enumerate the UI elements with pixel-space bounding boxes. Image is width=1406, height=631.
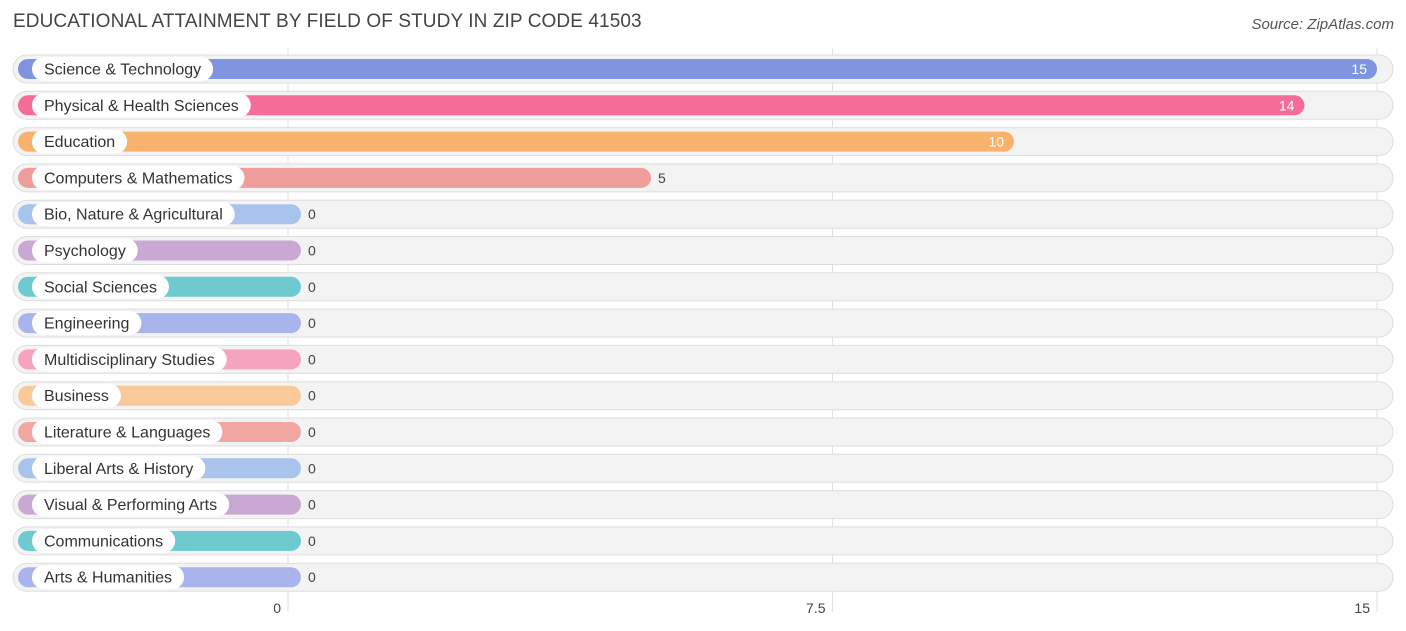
- bar-value-label: 0: [308, 424, 316, 440]
- bar-label: Liberal Arts & History: [44, 461, 193, 478]
- bar-label-bg: [32, 274, 169, 299]
- bar-row: Engineering 0: [12, 308, 1394, 338]
- bar-label: Literature & Languages: [44, 425, 210, 442]
- bar-label-bg: [32, 383, 121, 408]
- bar-value-label: 0: [308, 351, 316, 367]
- bar: [18, 95, 1305, 116]
- bar-label-bg: [32, 492, 230, 517]
- bar-value-label: 0: [308, 315, 316, 331]
- bar-label: Psychology: [44, 243, 126, 260]
- bar-label-bg: [32, 57, 214, 81]
- bar-value-label: 0: [308, 243, 316, 259]
- bar-value-label: 14: [1279, 97, 1295, 113]
- bar-track: [12, 308, 1394, 338]
- bar-label-bg: [32, 311, 142, 336]
- bar-label: Communications: [44, 533, 163, 550]
- bar-label-bg: [32, 129, 128, 154]
- bar-value-label: 0: [308, 533, 316, 549]
- bar-row: Business 0: [12, 381, 1394, 411]
- bar-value-label: 0: [308, 206, 316, 222]
- bar-label-bg: [32, 202, 235, 227]
- bar-row: Literature & Languages 0: [12, 417, 1394, 447]
- bar-track: [12, 490, 1394, 520]
- bar-label: Arts & Humanities: [44, 570, 172, 587]
- bar-value-label: 5: [658, 170, 666, 186]
- bar-row: Social Sciences 0: [12, 272, 1394, 302]
- bar-row: Visual & Performing Arts 0: [12, 490, 1394, 520]
- bar-label-bg: [32, 456, 206, 481]
- bar-label: Multidisciplinary Studies: [44, 352, 215, 369]
- bar-label-bg: [32, 93, 251, 118]
- bar-track: [12, 236, 1394, 265]
- bar-track: [12, 562, 1394, 592]
- bar-value-label: 0: [308, 497, 316, 513]
- bar-row: Education 10: [12, 127, 1394, 157]
- bar-label: Science & Technology: [44, 62, 201, 79]
- bar-value-label: 0: [308, 388, 316, 404]
- bar-label-bg: [32, 420, 223, 444]
- bar-row: Bio, Nature & Agricultural 0: [12, 199, 1394, 229]
- bar-label: Business: [44, 388, 109, 405]
- bar-value-label: 0: [308, 569, 316, 585]
- bar-label-bg: [32, 528, 176, 553]
- bar-track: [12, 417, 1394, 447]
- bar-value-label: 15: [1351, 61, 1367, 77]
- bar-row: Science & Technology 15: [12, 54, 1394, 84]
- x-tick-label: 0: [273, 600, 281, 616]
- bar-row: Liberal Arts & History 0: [12, 453, 1394, 483]
- chart-title: EDUCATIONAL ATTAINMENT BY FIELD OF STUDY…: [13, 11, 642, 32]
- bar: [18, 131, 1014, 152]
- bar-row: Arts & Humanities 0: [12, 562, 1394, 592]
- bar-label-bg: [32, 565, 185, 590]
- bar: [18, 59, 1377, 79]
- bar-row: Psychology 0: [12, 236, 1394, 265]
- bar-track: [12, 272, 1394, 302]
- x-tick-label: 15: [1354, 600, 1370, 616]
- bar-value-label: 10: [988, 134, 1004, 150]
- bar-label: Computers & Mathematics: [44, 170, 233, 187]
- bar-track: [12, 453, 1394, 483]
- x-tick-label: 7.5: [806, 600, 826, 616]
- bar-label-bg: [32, 165, 245, 190]
- bar-label: Education: [44, 134, 115, 151]
- bar-track: [12, 381, 1394, 411]
- chart-source: Source: ZipAtlas.com: [1251, 16, 1394, 33]
- bar-label: Visual & Performing Arts: [44, 497, 217, 514]
- bar-label: Engineering: [44, 316, 129, 333]
- bar-track: [12, 526, 1394, 556]
- x-axis: 0 7.5 15: [273, 600, 1370, 616]
- bar-label: Social Sciences: [44, 279, 157, 296]
- bar-label: Physical & Health Sciences: [44, 98, 239, 115]
- bar-label: Bio, Nature & Agricultural: [44, 207, 223, 224]
- bar-row: Communications 0: [12, 526, 1394, 556]
- bar-row: Multidisciplinary Studies 0: [12, 344, 1394, 374]
- bar-value-label: 0: [308, 279, 316, 295]
- bar-row: Computers & Mathematics 5: [12, 163, 1394, 193]
- bar-track: [12, 344, 1394, 374]
- bar-label-bg: [32, 347, 227, 372]
- bar-row: Physical & Health Sciences 14: [12, 90, 1394, 120]
- bar-value-label: 0: [308, 460, 316, 476]
- bar-label-bg: [32, 238, 138, 263]
- bar-track: [12, 199, 1394, 229]
